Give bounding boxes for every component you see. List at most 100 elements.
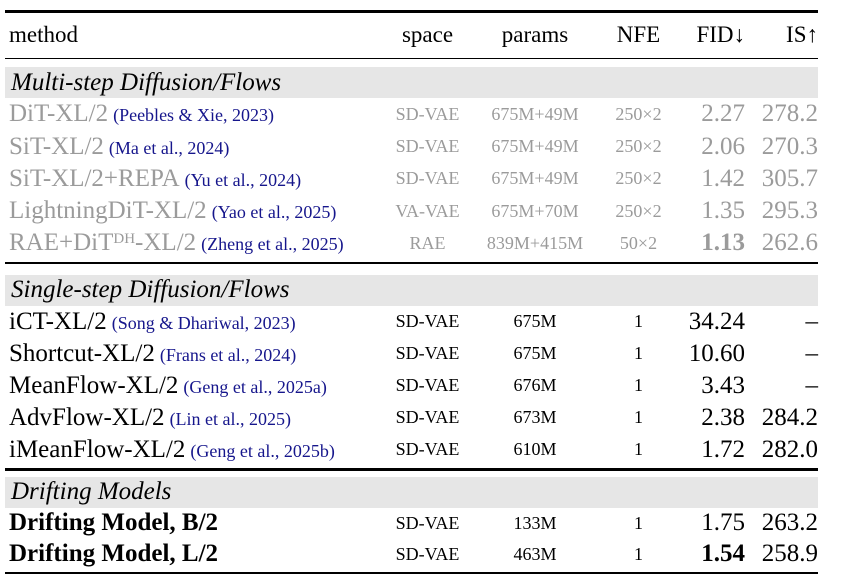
table-row-advflow: AdvFlow-XL/2 (Lin et al., 2025) SD-VAE 67… <box>5 402 818 434</box>
citation-link[interactable]: (Ma et al., 2024) <box>108 137 230 158</box>
method-cell: Shortcut-XL/2 (Frans et al., 2024) <box>5 340 390 368</box>
col-header-is: IS↑ <box>786 22 818 48</box>
method-name: RAE+DiT <box>9 229 114 257</box>
nfe-cell: 50×2 <box>619 232 658 253</box>
space-cell: SD-VAE <box>395 375 460 396</box>
table-row-sit-repa: SiT-XL/2+REPA (Yu et al., 2024) SD-VAE 67… <box>5 163 818 195</box>
nfe-cell: 250×2 <box>615 136 662 157</box>
space-cell: SD-VAE <box>395 311 460 332</box>
citation-link[interactable]: (Geng et al., 2025a) <box>183 376 327 397</box>
section-header-drifting-models: Drifting Models <box>5 476 818 508</box>
space-cell: SD-VAE <box>395 543 460 564</box>
is-cell: 295.3 <box>761 197 818 225</box>
table-row-lightningdit: LightningDiT-XL/2 (Yao et al., 2025) VA-V… <box>5 195 818 227</box>
nfe-cell: 250×2 <box>615 168 662 189</box>
fid-cell: 1.72 <box>701 435 745 463</box>
section-header-single-step: Single-step Diffusion/Flows <box>5 274 818 306</box>
section-label: Drifting Models <box>11 478 172 506</box>
nfe-cell: 1 <box>634 543 643 564</box>
method-name: Drifting Model, L/2 <box>9 540 219 568</box>
top-rule <box>5 10 818 13</box>
method-cell: RAE+DiTDH-XL/2 (Zheng et al., 2025) <box>5 229 390 257</box>
nfe-cell: 1 <box>634 407 643 428</box>
is-cell: – <box>805 339 819 367</box>
section-single-step: Single-step Diffusion/Flows iCT-XL/2 (Son… <box>5 274 819 466</box>
fid-cell: 2.27 <box>701 100 745 128</box>
nfe-cell: 1 <box>634 439 643 460</box>
method-name: Shortcut-XL/2 <box>9 339 155 367</box>
params-cell: 839M+415M <box>486 232 584 253</box>
space-cell: SD-VAE <box>395 103 460 124</box>
section-label: Single-step Diffusion/Flows <box>11 276 290 304</box>
citation-link[interactable]: (Lin et al., 2025) <box>169 408 292 429</box>
params-cell: 675M+49M <box>491 168 579 189</box>
results-table: method space params NFE FID↓ IS↑ Multi-s… <box>5 10 819 575</box>
nfe-cell: 1 <box>634 375 643 396</box>
method-name: iCT-XL/2 <box>9 307 107 335</box>
table-row-sit: SiT-XL/2 (Ma et al., 2024) SD-VAE 675M+49… <box>5 131 818 163</box>
citation-link[interactable]: (Song & Dhariwal, 2023) <box>111 312 296 333</box>
method-cell: Drifting Model, L/2 <box>5 540 390 568</box>
method-cell: Drifting Model, B/2 <box>5 509 390 537</box>
fid-cell: 10.60 <box>688 339 745 367</box>
method-name: LightningDiT-XL/2 <box>9 197 207 225</box>
col-header-fid: FID↓ <box>696 22 745 48</box>
method-cell: SiT-XL/2+REPA (Yu et al., 2024) <box>5 165 390 193</box>
params-cell: 675M+49M <box>491 103 579 124</box>
params-cell: 673M <box>513 407 557 428</box>
citation-link[interactable]: (Yao et al., 2025) <box>211 202 337 223</box>
citation-link[interactable]: (Peebles & Xie, 2023) <box>113 105 275 126</box>
is-cell: 263.2 <box>761 509 818 537</box>
method-name: AdvFlow-XL/2 <box>9 403 165 431</box>
table-row-dit: DiT-XL/2 (Peebles & Xie, 2023) SD-VAE 675… <box>5 98 818 130</box>
fid-cell: 1.54 <box>701 540 745 568</box>
space-cell: SD-VAE <box>395 136 460 157</box>
fid-cell: 1.75 <box>701 509 745 537</box>
col-header-method: method <box>9 22 78 48</box>
params-cell: 675M <box>513 343 557 364</box>
fid-cell: 34.24 <box>688 307 745 335</box>
citation-link[interactable]: (Zheng et al., 2025) <box>201 234 344 255</box>
method-name: iMeanFlow-XL/2 <box>9 435 186 463</box>
fid-cell: 1.13 <box>701 229 745 257</box>
fid-cell: 1.42 <box>701 164 745 192</box>
nfe-cell: 1 <box>634 311 643 332</box>
citation-link[interactable]: (Frans et al., 2024) <box>159 344 297 365</box>
is-cell: 282.0 <box>761 435 818 463</box>
nfe-cell: 1 <box>634 512 643 533</box>
header-rule <box>5 57 818 60</box>
space-cell: SD-VAE <box>395 168 460 189</box>
fid-cell: 2.06 <box>701 132 745 160</box>
section-divider-rule <box>5 467 818 471</box>
method-cell: iMeanFlow-XL/2 (Geng et al., 2025b) <box>5 436 390 464</box>
col-header-nfe: NFE <box>616 22 661 48</box>
table-row-meanflow: MeanFlow-XL/2 (Geng et al., 2025a) SD-VAE… <box>5 370 818 402</box>
method-name-superscript: DH <box>113 231 136 248</box>
fid-cell: 1.35 <box>701 197 745 225</box>
method-name: Drifting Model, B/2 <box>9 509 219 537</box>
space-cell: VA-VAE <box>395 200 460 221</box>
params-cell: 675M <box>513 311 557 332</box>
is-cell: 258.9 <box>761 540 818 568</box>
table-row-rae-dit: RAE+DiTDH-XL/2 (Zheng et al., 2025) RAE 8… <box>5 227 818 259</box>
method-name: SiT-XL/2+REPA <box>9 164 180 192</box>
table-header-row: method space params NFE FID↓ IS↑ <box>5 13 818 58</box>
fid-cell: 2.38 <box>701 403 745 431</box>
space-cell: SD-VAE <box>395 343 460 364</box>
citation-link[interactable]: (Geng et al., 2025b) <box>190 440 335 461</box>
method-cell: iCT-XL/2 (Song & Dhariwal, 2023) <box>5 308 390 336</box>
params-cell: 676M <box>513 375 557 396</box>
method-name-suffix: -XL/2 <box>135 229 197 257</box>
citation-link[interactable]: (Yu et al., 2024) <box>184 169 302 190</box>
bottom-rule <box>5 571 818 575</box>
params-cell: 463M <box>513 543 557 564</box>
table-row-imeanflow: iMeanFlow-XL/2 (Geng et al., 2025b) SD-VA… <box>5 434 818 466</box>
is-cell: 270.3 <box>761 132 818 160</box>
method-cell: MeanFlow-XL/2 (Geng et al., 2025a) <box>5 372 390 400</box>
space-cell: SD-VAE <box>395 512 460 533</box>
section-label: Multi-step Diffusion/Flows <box>11 68 282 96</box>
nfe-cell: 250×2 <box>615 200 662 221</box>
is-cell: 278.2 <box>761 100 818 128</box>
params-cell: 675M+49M <box>491 136 579 157</box>
